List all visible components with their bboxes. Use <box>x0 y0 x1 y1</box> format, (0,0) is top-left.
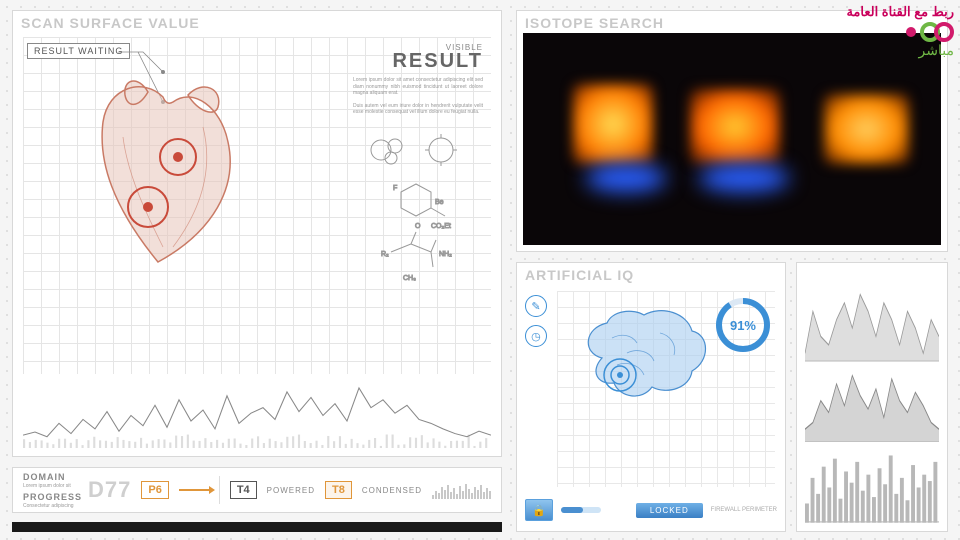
svg-text:R₂: R₂ <box>381 251 389 258</box>
svg-text:CO₂Et: CO₂Et <box>431 223 451 230</box>
visible-label-big: RESULT <box>353 50 483 73</box>
live-label: مباشر <box>919 42 954 59</box>
svg-text:F: F <box>393 185 397 192</box>
area-chart-2 <box>805 368 939 443</box>
code-d77: D77 <box>88 477 131 503</box>
channel-logo <box>906 22 954 42</box>
brain-panel-title: ARTIFICIAL IQ <box>525 267 634 283</box>
lorem-1: Lorem ipsum dolor sit amet consectetur a… <box>353 77 483 97</box>
clock-icon[interactable]: ◷ <box>525 325 547 347</box>
code-t8: T8 <box>325 481 352 499</box>
sparkline-chart <box>23 378 491 448</box>
svg-text:Be: Be <box>435 199 444 206</box>
progress-label: PROGRESS <box>23 492 78 502</box>
bar-chart <box>805 448 939 523</box>
visible-result-block: VISIBLE RESULT Lorem ipsum dolor sit ame… <box>353 43 483 116</box>
code-p6: P6 <box>141 481 168 499</box>
locked-pill: LOCKED <box>636 503 703 518</box>
firewall-tag: FIREWALL PERIMETER <box>711 507 777 514</box>
brain-illustration <box>572 303 712 413</box>
donut-chart: 91% <box>715 297 771 353</box>
svg-text:NH₂: NH₂ <box>439 251 452 258</box>
svg-text:CH₃: CH₃ <box>403 275 416 282</box>
channel-link-text: ربط مع القناة العامة <box>846 4 954 20</box>
domain-label: DOMAIN <box>23 472 78 482</box>
label-condensed: CONDENSED <box>362 486 422 495</box>
arrow-icon <box>179 489 209 491</box>
lorem-2: Duis autem vel eum iriure dolor in hendr… <box>353 103 483 116</box>
code-t4: T4 <box>230 481 257 499</box>
molecule-diagram: F Be CO₂Et R₂ O NH₂ CH₃ <box>361 132 481 297</box>
scan-panel-title: SCAN SURFACE VALUE <box>21 15 200 31</box>
broadcast-overlay: ربط مع القناة العامة مباشر <box>846 4 954 59</box>
scan-panel: SCAN SURFACE VALUE RESULT WAITING VISIBL… <box>12 10 502 457</box>
black-footer-strip <box>12 522 502 532</box>
area-chart-1 <box>805 287 939 362</box>
charts-panel <box>796 262 948 532</box>
lock-icon[interactable]: 🔒 <box>525 499 553 521</box>
progress-mini-bars <box>432 481 491 499</box>
wrench-icon[interactable]: ✎ <box>525 295 547 317</box>
heart-illustration <box>53 67 273 287</box>
slider[interactable] <box>561 507 601 513</box>
brain-panel: ARTIFICIAL IQ ✎ ◷ 91% <box>516 262 786 532</box>
result-waiting-badge: RESULT WAITING <box>27 43 130 59</box>
domain-bar: DOMAIN Lorem ipsum dolor sit PROGRESS Co… <box>12 467 502 513</box>
thermal-video <box>523 33 941 245</box>
donut-percent: 91% <box>715 297 771 353</box>
label-powered: POWERED <box>267 486 315 495</box>
svg-text:O: O <box>415 223 421 230</box>
video-panel-title: ISOTOPE SEARCH <box>525 15 664 31</box>
